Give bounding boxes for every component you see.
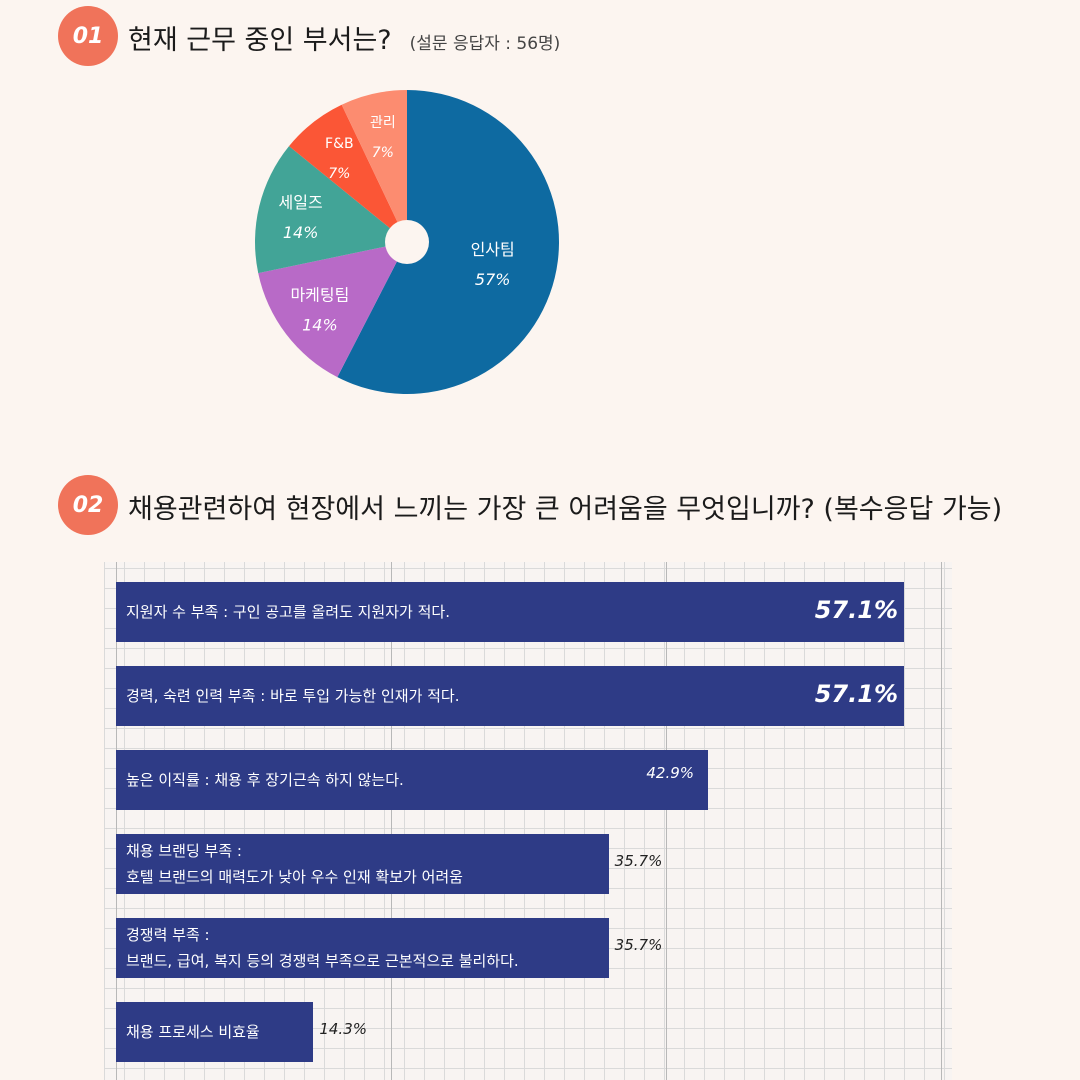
pie-slice-label: 관리 xyxy=(370,115,396,131)
bar-2: 경력, 숙련 인력 부족 : 바로 투입 가능한 인재가 적다. xyxy=(116,666,904,726)
bar-3: 높은 이직률 : 채용 후 장기근속 하지 않는다. xyxy=(116,750,709,810)
grid-major-line xyxy=(941,562,942,1080)
pie-slice-label: 마케팅팀 xyxy=(290,285,349,304)
pie-slice-label: 세일즈 xyxy=(279,193,323,212)
pie-slice-2 xyxy=(254,146,407,274)
donut-hole xyxy=(385,220,429,264)
pie-slice-label: F&B xyxy=(325,136,354,152)
grid-major-line xyxy=(116,562,117,1080)
bar-label: 브랜드, 급여, 복지 등의 경쟁력 부족으로 근본적으로 불리하다. xyxy=(126,952,519,970)
difficulty-bar-chart: 지원자 수 부족 : 구인 공고를 올려도 지원자가 적다. 57.1% 경력, 숙… xyxy=(104,562,952,1080)
bar-6: 채용 프로세스 비효율 xyxy=(116,1002,314,1062)
pie-slice-1 xyxy=(258,242,407,378)
department-pie-chart: 인사팀 57% 마케팅팀 14% 세일즈 14% F&B 7% 관리 7% xyxy=(254,90,559,394)
question-2-badge: 02 xyxy=(58,475,118,535)
bar-label: 호텔 브랜드의 매력도가 낮아 우수 인재 확보가 어려움 xyxy=(126,868,463,886)
grid-major-line xyxy=(666,562,667,1080)
pie-slice-3 xyxy=(289,104,407,243)
bar-label: 높은 이직률 : 채용 후 장기근속 하지 않는다. xyxy=(126,771,404,789)
pie-slice-value: 14% xyxy=(283,223,319,242)
bar-1: 지원자 수 부족 : 구인 공고를 올려도 지원자가 적다. xyxy=(116,582,904,642)
bar-value-label: 35.7% xyxy=(614,852,663,870)
pie-slice-0 xyxy=(337,90,559,394)
bar-value-label: 57.1% xyxy=(814,596,898,624)
pie-slice-value: 14% xyxy=(302,315,338,334)
question-2-title: 채용관련하여 현장에서 느끼는 가장 큰 어려움을 무엇입니까? (복수응답 가… xyxy=(128,494,1003,525)
question-1-title: 현재 근무 중인 부서는? (설문 응답자 : 56명) xyxy=(128,18,560,57)
bar-label: 경력, 숙련 인력 부족 : 바로 투입 가능한 인재가 적다. xyxy=(126,687,460,705)
bar-5: 경쟁력 부족 : 브랜드, 급여, 복지 등의 경쟁력 부족으로 근본적으로 불리… xyxy=(116,918,609,978)
grid-major-line xyxy=(391,562,392,1080)
bar-value-label: 57.1% xyxy=(814,680,898,708)
bar-label: 채용 브랜딩 부족 : xyxy=(126,842,242,860)
bar-value-label: 35.7% xyxy=(614,936,663,954)
bar-label: 채용 프로세스 비효율 xyxy=(126,1023,260,1041)
bar-4: 채용 브랜딩 부족 : 호텔 브랜드의 매력도가 낮아 우수 인재 확보가 어려움 xyxy=(116,834,609,894)
pie-slice-value: 7% xyxy=(372,145,394,161)
pie-slice-value: 57% xyxy=(475,270,511,289)
bar-label: 지원자 수 부족 : 구인 공고를 올려도 지원자가 적다. xyxy=(126,603,450,621)
bar-value-label: 14.3% xyxy=(319,1020,367,1038)
pie-slice-4 xyxy=(341,90,407,242)
bar-label: 경쟁력 부족 : xyxy=(126,926,210,944)
bar-value-label: 42.9% xyxy=(646,764,695,782)
question-1-text: 현재 근무 중인 부서는? xyxy=(128,25,392,56)
question-1-badge: 01 xyxy=(58,6,118,66)
respondent-count-note: (설문 응답자 : 56명) xyxy=(409,34,561,54)
pie-slice-value: 7% xyxy=(328,166,350,182)
pie-slice-label: 인사팀 xyxy=(471,240,515,259)
